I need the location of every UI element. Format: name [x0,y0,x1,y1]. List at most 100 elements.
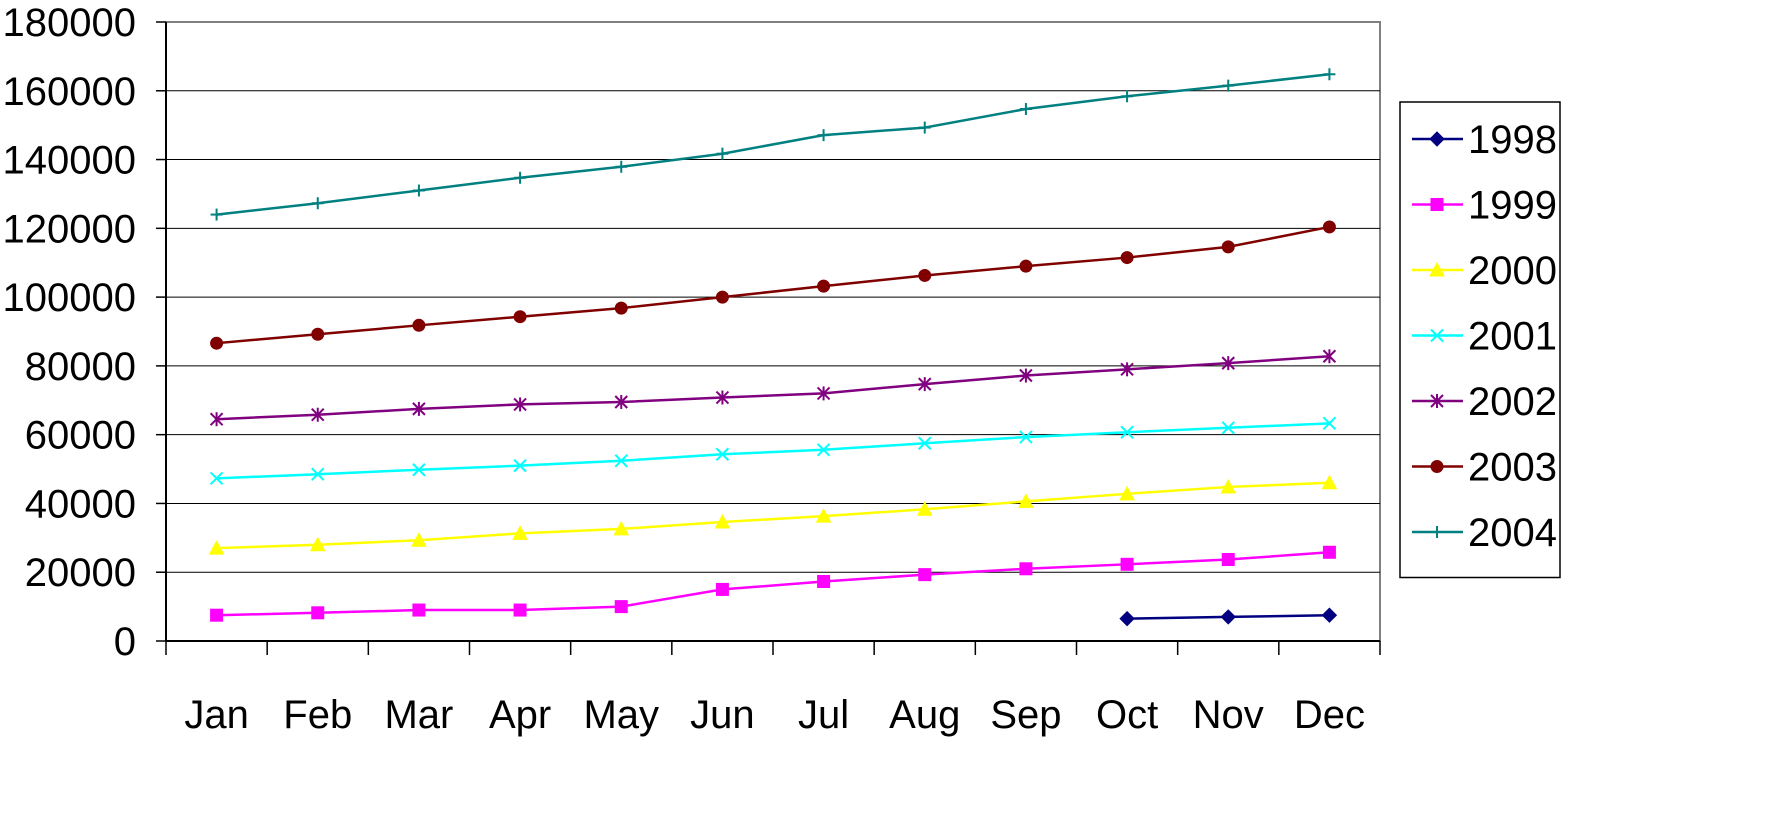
series-1998 [1119,607,1338,627]
data-point [1019,562,1033,576]
data-point [1322,545,1336,559]
legend-label: 1999 [1468,184,1557,228]
series-line-2001 [216,422,1330,480]
x-tick-label: May [583,693,659,737]
series-lines [208,68,1338,627]
data-point [815,508,832,523]
data-point [1222,79,1235,92]
data-point [1322,349,1337,364]
x-tick-label: Aug [889,693,960,737]
data-point [412,463,426,477]
x-tick-label: Apr [489,693,551,737]
legend-label: 2004 [1468,511,1557,555]
data-point [1120,362,1134,377]
data-point [311,407,325,422]
data-point [1119,610,1135,627]
data-point [715,390,730,405]
x-tick-label: Sep [990,693,1061,737]
data-point [714,513,731,529]
legend-item-2004: 2004 [1412,511,1557,555]
data-point [513,310,527,324]
data-point [716,147,729,160]
y-tick-label: 80000 [25,345,136,389]
data-point [209,412,224,427]
series-line-2004 [216,73,1330,216]
legend-marker [1430,394,1444,408]
legend-item-2002: 2002 [1412,380,1557,424]
y-tick-label: 40000 [25,482,136,526]
data-point [1322,416,1337,431]
data-point [210,336,224,350]
data-point [1019,103,1032,116]
x-tick-label: Oct [1096,693,1158,737]
series-line-2000 [216,481,1330,550]
data-point [1019,368,1033,383]
x-tick-label: Dec [1294,693,1365,737]
y-tick-label: 60000 [25,414,136,458]
data-point [916,501,933,516]
data-point [311,606,325,620]
data-point [311,467,325,481]
data-point [1220,478,1237,494]
x-tick-label: Jul [798,693,849,737]
data-point [1220,609,1236,625]
data-point [918,377,932,392]
y-tick-label: 180000 [3,1,136,45]
legend-item-2001: 2001 [1412,315,1557,359]
data-point [817,129,830,142]
series-2004 [210,68,1336,221]
data-point [918,121,931,134]
data-point [817,279,831,293]
series-line-2002 [216,355,1330,421]
data-point [1321,607,1338,623]
data-point [918,268,932,282]
data-point [513,397,527,412]
data-point [210,608,224,622]
data-point [614,600,628,614]
y-tick-label: 0 [114,620,136,664]
data-point [1221,421,1235,435]
data-point [311,197,324,210]
series-2001 [209,416,1337,486]
x-tick-label: Jan [184,693,249,737]
data-point [411,532,427,547]
x-tick-label: Feb [283,693,352,737]
data-point [816,443,831,457]
data-point [1322,220,1336,234]
legend-box [1399,101,1561,579]
data-point [614,454,628,468]
data-point [1019,259,1033,273]
data-point [412,401,426,416]
data-point [513,458,527,473]
data-point [412,184,425,197]
data-point [1321,474,1338,490]
data-point [918,436,932,450]
legend-marker [1430,198,1444,211]
legend-item-1999: 1999 [1412,184,1557,228]
legend-marker [1429,261,1445,277]
legend-item-1998: 1998 [1412,118,1557,162]
data-point [512,525,528,540]
legend-label: 2002 [1468,380,1557,424]
data-point [1120,251,1134,265]
legend-label: 2003 [1468,446,1557,490]
series-1999 [210,545,1336,622]
data-point [1019,430,1033,444]
legend-marker [1430,328,1444,343]
legend-marker [1429,131,1445,147]
data-point [613,520,630,536]
data-point [412,603,426,617]
data-point [1120,557,1134,571]
y-tick-label: 160000 [3,70,136,114]
data-point [1119,485,1135,501]
x-tick-label: Nov [1193,693,1264,737]
legend-label: 2000 [1468,249,1557,293]
data-point [208,540,225,555]
x-tick-label: Jun [690,693,755,737]
legend: 1998 1999 2000 2001 2002 2003 2004 [1399,101,1561,579]
series-2002 [209,349,1337,427]
legend-item-2000: 2000 [1412,249,1557,293]
series-2000 [208,474,1338,555]
data-point [1221,240,1235,254]
